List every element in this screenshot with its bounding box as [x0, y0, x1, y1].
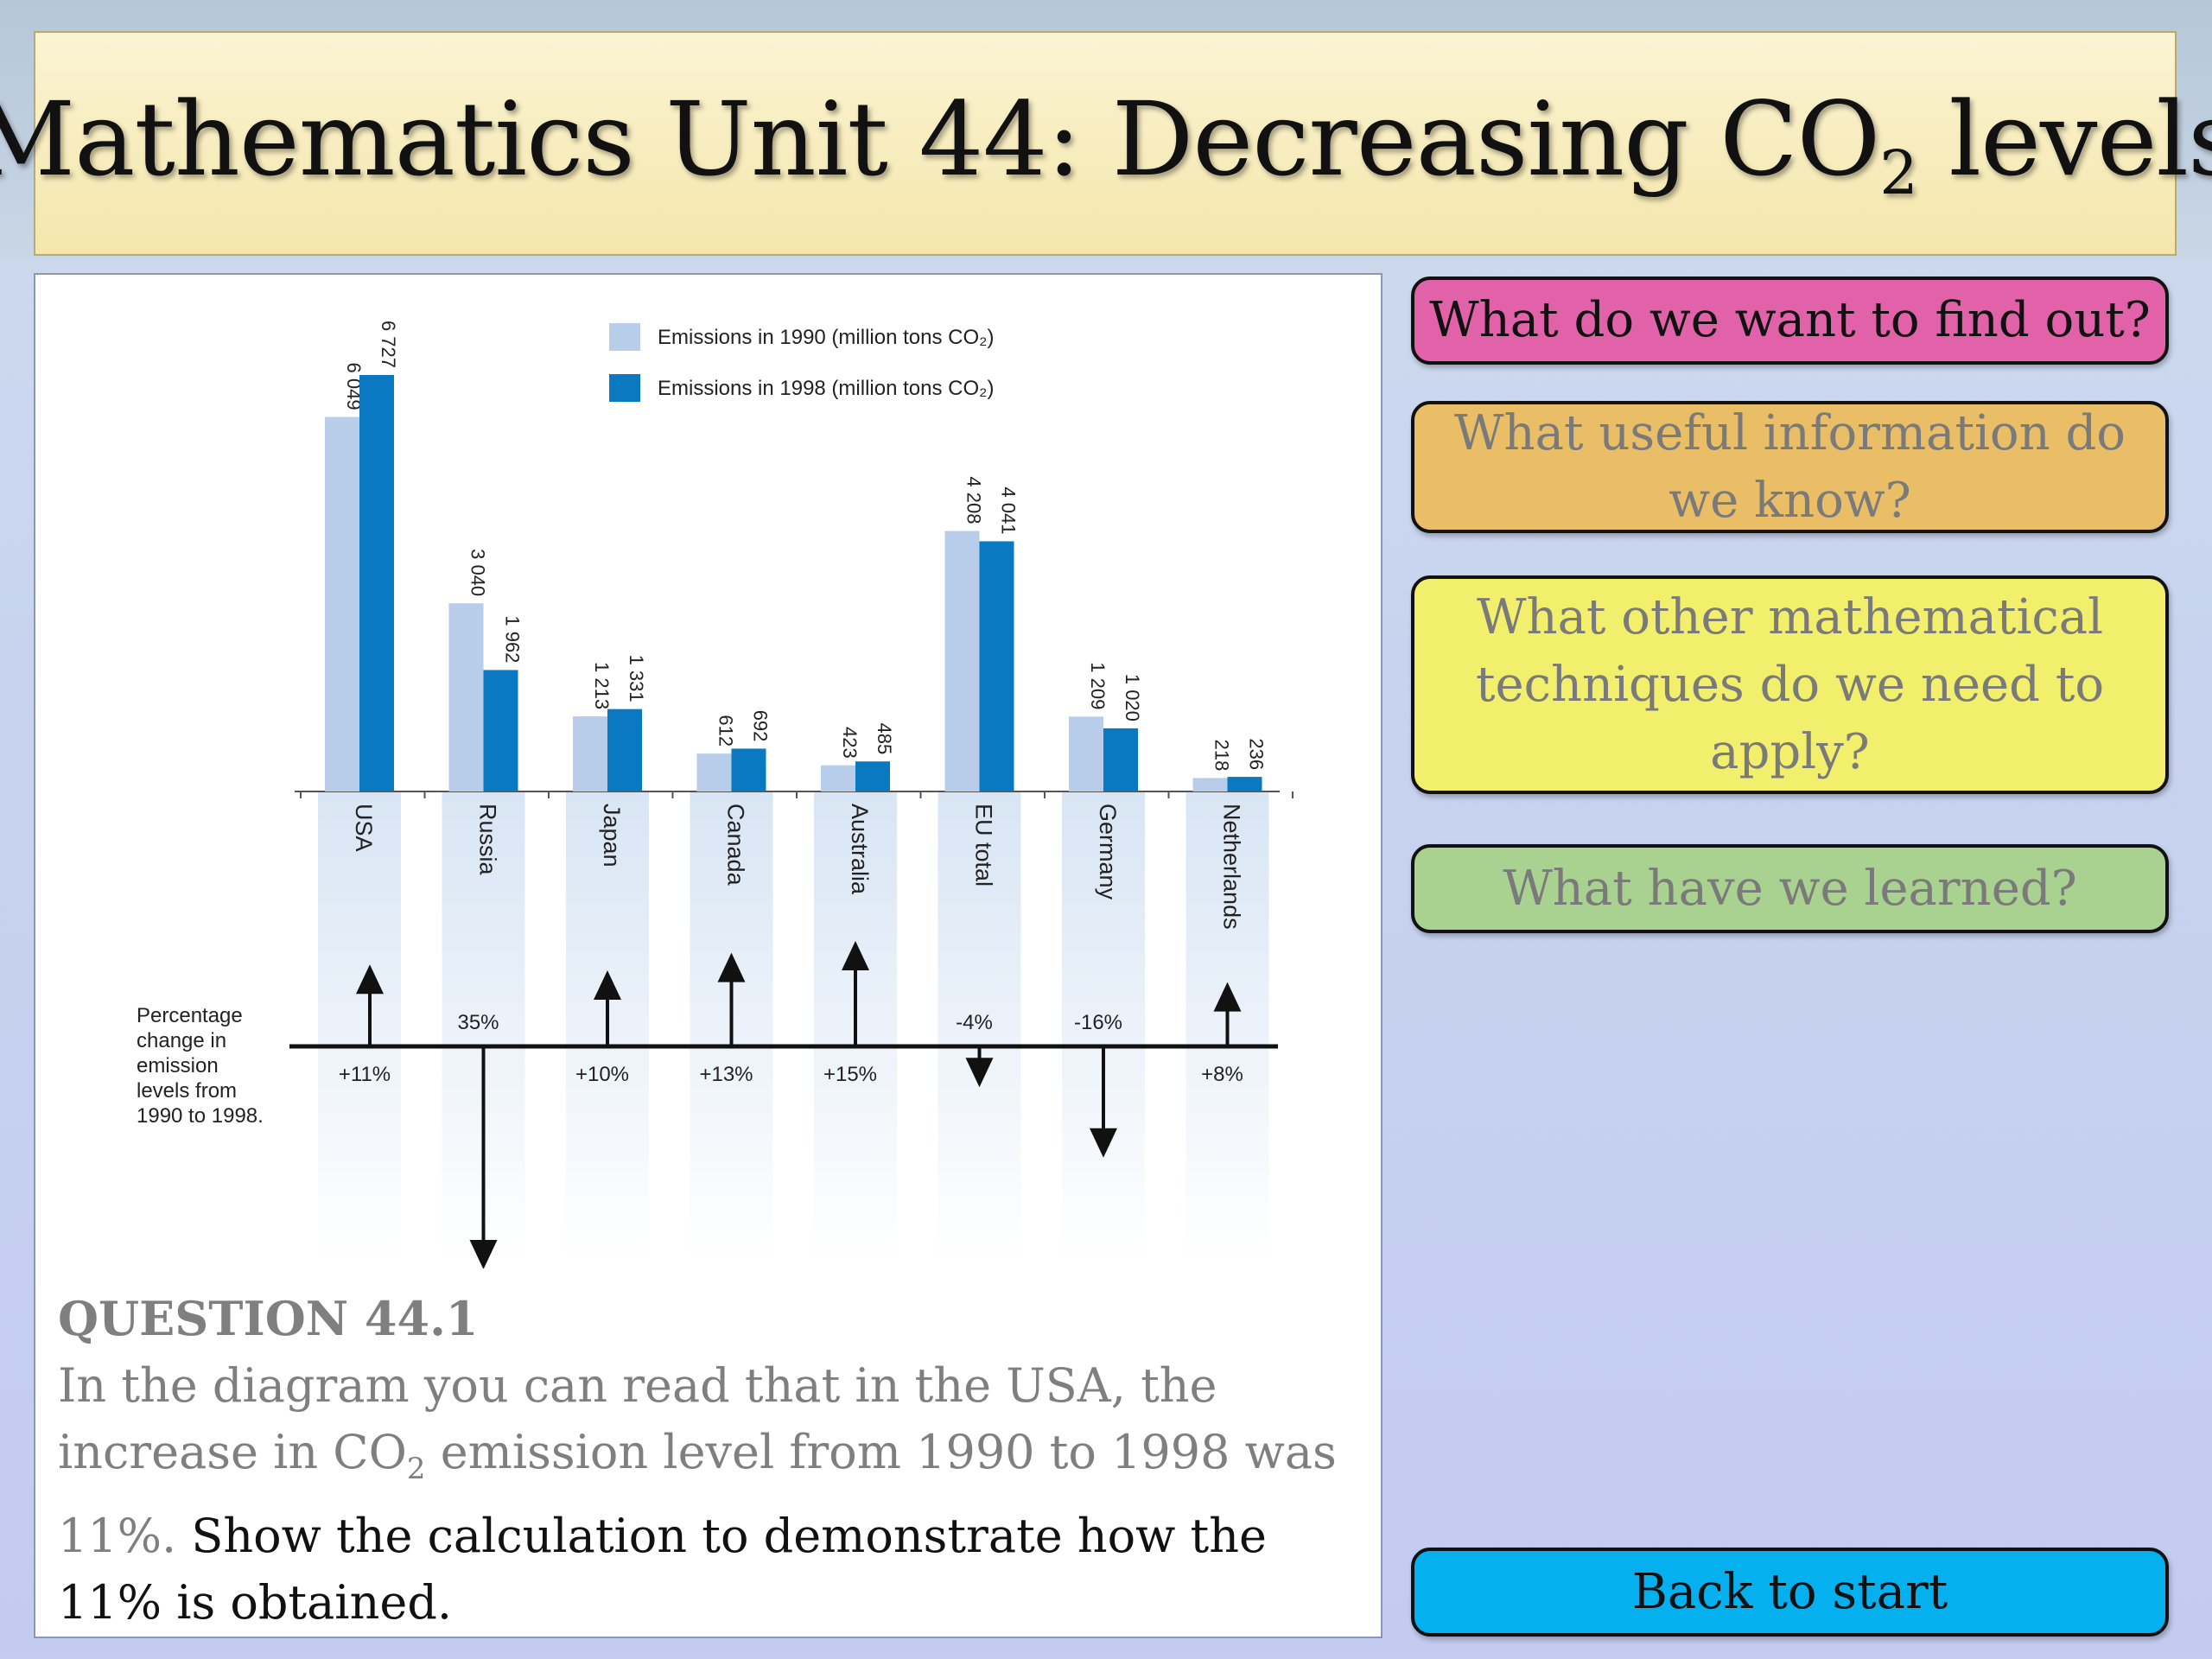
category-label: Germany	[1095, 804, 1121, 900]
bar-1990	[1192, 778, 1228, 791]
bar-value-label: 6 727	[378, 321, 399, 368]
legend-label: Emissions in 1990 (million tons CO₂)	[658, 326, 994, 349]
percent-change-label: -16%	[1074, 1011, 1122, 1034]
percent-arrow-head	[842, 941, 869, 970]
bar-value-label: 1 209	[1087, 662, 1109, 709]
percent-caption-line: levels from	[137, 1079, 237, 1103]
bar-value-label: 1 213	[591, 662, 613, 709]
title-tail: levels	[1916, 79, 2212, 199]
percent-change-label: +15%	[823, 1063, 877, 1086]
bar-1990	[944, 531, 980, 791]
page-title: Mathematics Unit 44: Decreasing CO2 leve…	[0, 79, 2212, 208]
bar-1990	[696, 753, 732, 791]
bar-1990	[821, 765, 855, 791]
category-column-bg	[1062, 791, 1145, 1262]
question-instruction: Show the calculation to demonstrate how …	[58, 1509, 1267, 1630]
percent-arrow-head	[717, 952, 746, 982]
category-label: EU total	[971, 804, 997, 887]
percent-caption-line: change in	[137, 1029, 226, 1052]
question-text: In the diagram you can read that in the …	[58, 1352, 1354, 1636]
percent-change-label: +11%	[339, 1063, 391, 1086]
bar-value-label: 3 040	[467, 549, 489, 596]
techniques-button[interactable]: What other mathematical techniques do we…	[1411, 575, 2169, 794]
title-main: Mathematics Unit 44: Decreasing CO	[0, 79, 1880, 199]
percent-change-label: +13%	[699, 1063, 753, 1086]
percent-arrow-head	[1213, 982, 1242, 1012]
percent-arrow-head	[356, 964, 384, 995]
question-text-part1: In the diagram you can read that in the …	[58, 1358, 1217, 1479]
bar-value-label: 4 208	[963, 476, 985, 524]
category-label: Russia	[475, 804, 501, 876]
percent-change-label: 35%	[457, 1011, 499, 1034]
question-title: QUESTION 44.1	[58, 1291, 479, 1346]
bar-1998	[483, 670, 518, 791]
legend-swatch	[609, 323, 640, 351]
category-label: Netherlands	[1219, 804, 1245, 930]
bar-1998	[979, 541, 1014, 791]
percent-arrow-head	[594, 970, 621, 1000]
legend-label: Emissions in 1998 (million tons CO₂)	[658, 377, 994, 400]
category-label: Australia	[847, 804, 873, 895]
percent-arrow-head	[1090, 1128, 1117, 1158]
bar-1998	[1227, 777, 1262, 791]
legend-swatch	[609, 374, 640, 402]
learned-button[interactable]: What have we learned?	[1411, 844, 2169, 933]
bar-1998	[1103, 728, 1138, 791]
percent-change-label: +8%	[1201, 1063, 1243, 1086]
find-out-button[interactable]: What do we want to find out?	[1411, 276, 2169, 365]
question-text-part2: emission level from 1990 to 1998 was 11%…	[58, 1425, 1337, 1563]
percent-change-label: -4%	[956, 1011, 993, 1034]
bar-value-label: 1 331	[626, 655, 647, 702]
useful-info-button[interactable]: What useful information do we know?	[1411, 401, 2169, 533]
back-to-start-button[interactable]: Back to start	[1411, 1548, 2169, 1637]
bar-1990	[325, 416, 359, 791]
category-column-bg	[938, 791, 1021, 1262]
title-banner: Mathematics Unit 44: Decreasing CO2 leve…	[0, 31, 2212, 256]
question-block: QUESTION 44.1 In the diagram you can rea…	[58, 1286, 1354, 1636]
bar-1998	[855, 761, 890, 791]
content-panel: 6 049 6 727 USA 3 040 1 962 Russia 1 213 1 331 J…	[34, 273, 1382, 1638]
category-label: Japan	[599, 804, 625, 868]
percent-caption-line: 1990 to 1998.	[137, 1104, 264, 1128]
bar-1990	[448, 603, 484, 791]
question-subscript: 2	[406, 1452, 426, 1486]
bar-value-label: 692	[750, 710, 772, 742]
bar-1998	[359, 375, 394, 791]
bar-value-label: 1 962	[502, 615, 524, 663]
bar-value-label: 4 041	[998, 486, 1020, 534]
bar-1990	[573, 716, 607, 791]
bar-1998	[607, 709, 642, 791]
bar-value-label: 423	[839, 727, 861, 759]
bar-1990	[1069, 716, 1103, 791]
bar-value-label: 1 020	[1122, 674, 1143, 721]
category-label: USA	[351, 804, 377, 852]
bar-value-label: 236	[1246, 738, 1268, 770]
percent-arrow-head	[469, 1240, 498, 1268]
percent-caption-line: Percentage	[137, 1004, 243, 1027]
percent-arrow-head	[965, 1058, 994, 1088]
category-column-bg	[318, 791, 401, 1262]
percent-caption-line: emission	[137, 1054, 219, 1077]
bar-value-label: 218	[1211, 740, 1233, 772]
bar-1998	[731, 748, 766, 791]
bar-value-label: 485	[874, 723, 895, 755]
category-label: Canada	[723, 804, 749, 887]
percent-change-label: +10%	[575, 1063, 629, 1086]
title-subscript: 2	[1879, 137, 1918, 208]
bar-value-label: 612	[715, 715, 737, 747]
